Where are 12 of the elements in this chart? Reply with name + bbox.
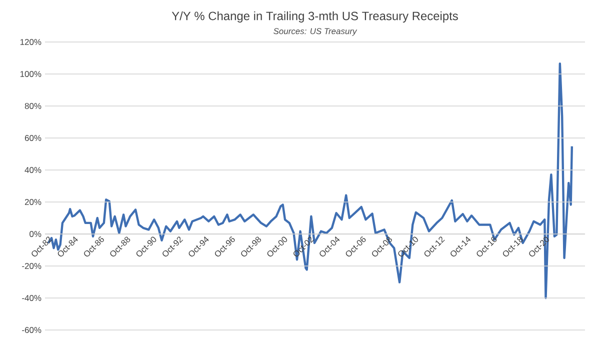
y-tick-label: 100% [20,71,42,77]
y-tick-label: -60% [22,327,42,333]
y-tick-label: 120% [20,39,42,45]
chart-title: Y/Y % Change in Trailing 3-mth US Treasury Receipts [172,11,458,23]
chart-subtitle: Sources: US Treasury [274,28,358,36]
y-tick-label: 60% [24,135,42,141]
y-tick-label: -40% [22,295,42,301]
y-tick-label: 40% [24,167,42,173]
y-tick-label: 20% [24,199,42,205]
y-tick-label: 0% [30,231,42,237]
y-tick-label: -20% [22,263,42,269]
y-tick-label: 80% [24,103,42,109]
